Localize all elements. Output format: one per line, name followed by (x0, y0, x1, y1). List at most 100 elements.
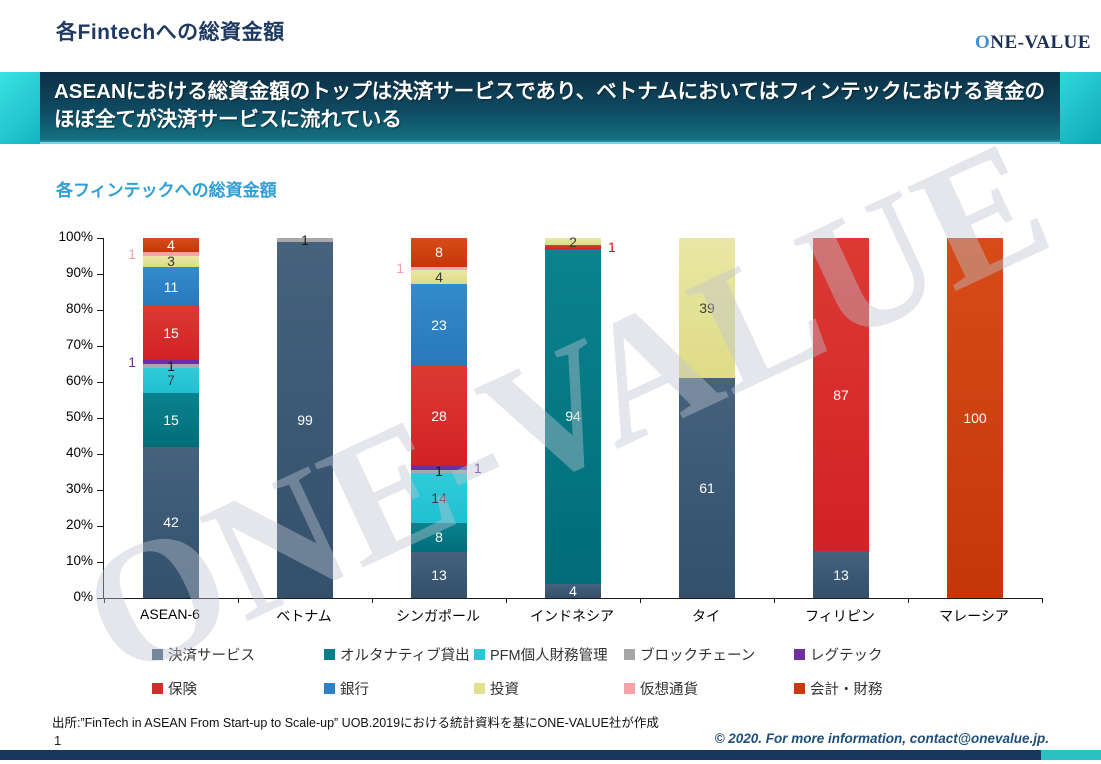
stacked-bar: 100 (947, 238, 1003, 598)
segment-決済サービス: 42 (143, 446, 199, 598)
banner-accent-left (0, 72, 40, 144)
banner-message: ASEANにおける総資金額のトップは決済サービスであり、ベトナムにおいてはフィン… (54, 79, 1046, 131)
y-axis-tick (97, 274, 103, 275)
data-label: 1 (396, 260, 404, 277)
legend-label: オルタナティブ貸出 (340, 648, 470, 664)
chart-legend: 決済サービス オルタナティブ貸出 PFM個人財務管理 ブロックチェーン レグテック 保険 銀… (152, 644, 1052, 699)
y-axis-label: 10% (65, 553, 93, 568)
legend-label: PFM個人財務管理 (490, 648, 608, 664)
segment-PFM個人財務管理: 14 (411, 473, 467, 524)
segment-投資: 2 (545, 235, 601, 249)
y-axis-tick (97, 562, 103, 563)
data-label: 8 (435, 529, 443, 546)
segment-会計・財務: 8 (411, 238, 467, 267)
legend-label: 銀行 (340, 682, 369, 698)
legend-swatch (474, 649, 485, 660)
x-axis-tick (104, 598, 105, 603)
x-axis-tick (774, 598, 775, 603)
x-axis-tick (238, 598, 239, 603)
legend-label: 保険 (168, 682, 197, 698)
segment-会計・財務: 100 (947, 238, 1003, 598)
page-title: 各Fintechへの総資金額 (56, 21, 285, 44)
y-axis-tick (97, 598, 103, 599)
stacked-bar: 61 39 (679, 238, 735, 598)
legend-item-10: 会計・財務 (794, 678, 1052, 699)
category-label: フィリピン (805, 608, 875, 624)
data-label: 39 (699, 300, 715, 317)
y-axis-label: 100% (58, 229, 93, 244)
segment-決済サービス: 13 (813, 551, 869, 598)
legend-swatch (152, 649, 163, 660)
bar-column-4: 4 94 1 2 (506, 235, 640, 603)
bar-column-5: 61 39 (640, 238, 774, 603)
data-label: 61 (699, 480, 715, 497)
data-label: 13 (431, 566, 447, 583)
data-label: 4 (167, 237, 175, 254)
page-number: 1 (54, 733, 62, 748)
bar-column-6: 13 87 (774, 238, 908, 603)
bottom-bar-navy (0, 750, 1041, 760)
x-axis-tick (640, 598, 641, 603)
data-label: 100 (963, 410, 987, 426)
segment-オルタナティブ貸出: 94 (545, 248, 601, 584)
stacked-bar: 99 1 (277, 233, 333, 598)
y-axis-tick (97, 454, 103, 455)
y-axis-tick (97, 382, 103, 383)
bar-column-7: 100 (908, 238, 1042, 603)
data-label: 1 (474, 459, 482, 476)
banner-accent-right (1060, 72, 1101, 144)
category-label: ASEAN-6 (140, 606, 200, 622)
segment-保険: 1 (545, 240, 616, 254)
segment-保険: 15 (143, 306, 199, 361)
data-label: 2 (569, 233, 577, 250)
y-axis-label: 40% (65, 445, 93, 460)
x-axis-tick (1042, 598, 1043, 603)
segment-銀行: 23 (411, 284, 467, 367)
legend-label: 投資 (490, 682, 519, 698)
category-label: インドネシア (530, 608, 614, 624)
y-axis-label: 90% (65, 265, 93, 280)
y-axis-tick (97, 346, 103, 347)
data-label: 4 (569, 582, 577, 599)
y-axis-label: 30% (65, 481, 93, 496)
segment-仮想通貨: 1 (128, 247, 199, 261)
bar-column-2: 99 1 (238, 233, 372, 603)
y-axis-label: 20% (65, 517, 93, 532)
legend-swatch (324, 683, 335, 694)
data-label: 3 (167, 253, 175, 270)
data-label: 15 (163, 411, 179, 428)
data-label: 14 (431, 490, 447, 507)
data-label: 23 (431, 317, 447, 334)
data-label: 11 (163, 278, 179, 295)
data-label: 1 (167, 357, 175, 374)
data-label: 13 (833, 566, 849, 583)
data-label: 1 (128, 246, 136, 263)
stacked-bar: 4 94 1 2 (545, 235, 616, 599)
legend-swatch (152, 683, 163, 694)
data-label: 7 (167, 372, 175, 389)
segment-決済サービス: 61 (679, 378, 735, 598)
segment-レグテック: 1 (128, 355, 199, 369)
segment-保険: 28 (411, 366, 467, 467)
x-axis-tick (506, 598, 507, 603)
y-axis-label: 80% (65, 301, 93, 316)
segment-ブロックチェーン: 1 (277, 233, 333, 247)
x-axis-labels: ASEAN-6 ベトナム シンガポール インドネシア タイ フィリピン マレーシア (103, 606, 1041, 626)
legend-item-6: 保険 (152, 678, 324, 699)
segment-PFM個人財務管理: 7 (143, 367, 199, 393)
data-label: 28 (431, 408, 447, 425)
key-message-banner: ASEANにおける総資金額のトップは決済サービスであり、ベトナムにおいてはフィン… (0, 72, 1101, 144)
segment-ブロックチェーン: 1 (143, 359, 199, 373)
y-axis-tick (97, 238, 103, 239)
segment-ブロックチェーン: 1 (411, 464, 467, 478)
data-label: 1 (608, 238, 616, 255)
stacked-bar: 42 15 7 1 1 15 11 3 1 4 (128, 237, 199, 598)
segment-投資: 39 (679, 238, 735, 379)
stacked-bar-chart: 42 15 7 1 1 15 11 3 1 4 99 1 13 8 14 1 1 28 23 4 1 8 4 94 1 2 61 39… (45, 101, 1075, 715)
logo-text: NE-VALUE (990, 32, 1092, 53)
data-label: 15 (163, 325, 179, 342)
data-label: 87 (833, 386, 849, 403)
category-label: タイ (692, 608, 720, 624)
legend-item-4: ブロックチェーン (624, 644, 794, 665)
stacked-bar: 13 87 (813, 238, 869, 598)
